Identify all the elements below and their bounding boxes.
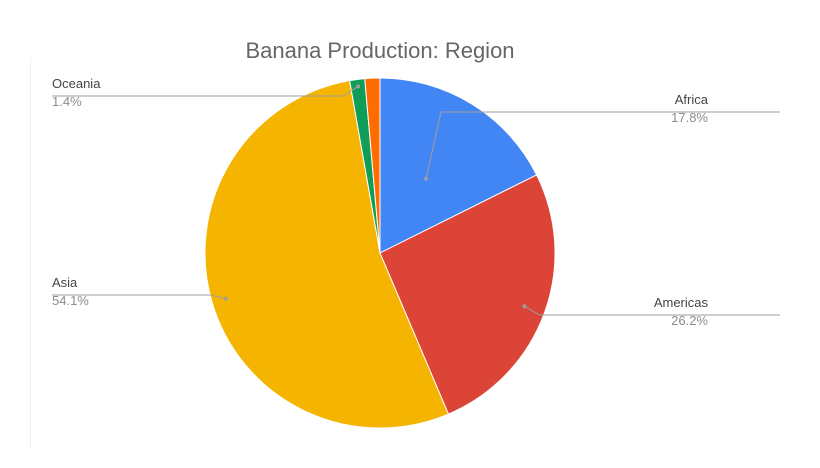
leader-dot-asia [223,296,228,301]
pie-slice-africa[interactable] [379,77,538,254]
slice-value-americas: 26.2% [671,313,708,328]
slice-value-africa: 17.8% [671,110,708,125]
slice-label-americas: Americas [654,295,709,310]
slice-value-asia: 54.1% [52,293,89,308]
left-divider [30,58,31,448]
leader-line-africa [425,111,780,179]
slice-label-africa: Africa [675,92,709,107]
leader-dot-americas [522,304,527,309]
leader-line-americas [524,305,780,316]
leader-dot-africa [424,176,429,181]
slice-value-oceania: 1.4% [52,94,82,109]
leader-dot-oceania [356,84,361,89]
slice-label-asia: Asia [52,275,78,290]
pie-slice-asia[interactable] [204,80,450,429]
leader-line-asia [52,294,226,300]
slice-label-oceania: Oceania [52,76,101,91]
leader-line-oceania [52,86,359,97]
pie-slice-other[interactable] [364,77,381,254]
chart-title: Banana Production: Region [245,38,515,63]
pie-slice-americas[interactable] [379,174,556,415]
